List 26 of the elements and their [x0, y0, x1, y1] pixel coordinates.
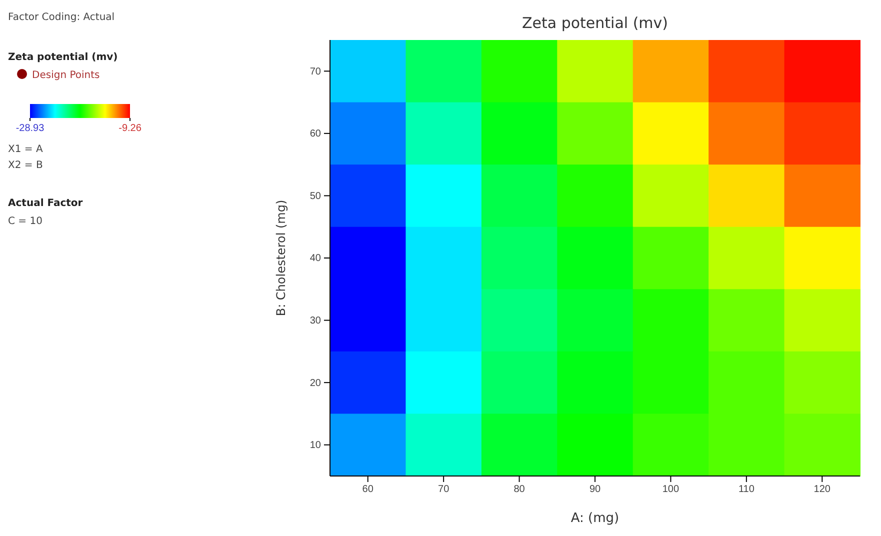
text: X2 = B	[8, 160, 43, 171]
y-tick-label: 30	[310, 315, 322, 326]
text: X1 = A	[8, 144, 43, 155]
color-bar-label: -28.93	[16, 123, 45, 134]
x-tick-label: 70	[438, 484, 450, 496]
chart-title: Zeta potential (mv)	[522, 14, 668, 32]
x-tick-label: 110	[738, 484, 755, 496]
x-tick-label: 90	[589, 484, 601, 496]
y-tick-label: 50	[310, 190, 322, 202]
text: C = 10	[8, 216, 42, 227]
y-tick-label: 70	[310, 66, 322, 78]
y-tick-label: 10	[310, 440, 322, 452]
color-bar-label: -9.26	[118, 123, 142, 134]
y-tick-label: 20	[310, 378, 322, 389]
x-tick-label: 80	[514, 484, 526, 496]
text: Design Points	[32, 70, 100, 81]
x-tick-label: 60	[362, 484, 374, 496]
text: Actual Factor	[8, 198, 83, 209]
x-tick-label: 100	[662, 484, 680, 496]
x-tick-label: 120	[814, 484, 831, 496]
legend-title: Zeta potential (mv)	[8, 52, 118, 63]
text: Factor Coding: Actual	[8, 12, 115, 23]
y-tick-label: 60	[310, 128, 322, 140]
y-axis-title: B: Cholesterol (mg)	[274, 200, 288, 316]
x-axis-title: A: (mg)	[570, 511, 620, 526]
y-tick-label: 40	[310, 253, 322, 264]
